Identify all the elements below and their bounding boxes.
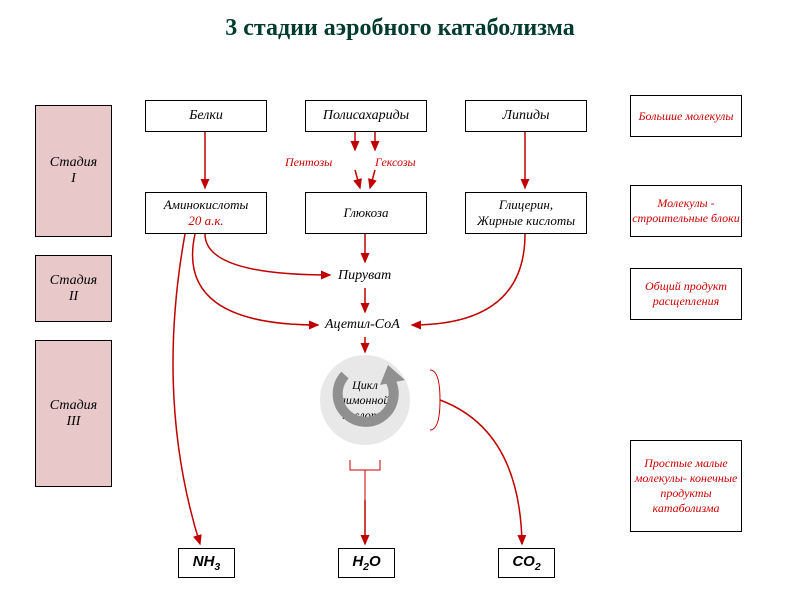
- pentoses-label: Пентозы: [285, 155, 332, 170]
- side-simple-box: Простые малые молекулы- конечные продукт…: [630, 440, 742, 532]
- co2-label: CO2: [512, 553, 540, 573]
- nh3-label: NH3: [193, 553, 221, 573]
- h2o-box: H2O: [338, 548, 395, 578]
- side-blocks-label: Молекулы - строительные блоки: [631, 196, 741, 226]
- pyruvate-label: Пируват: [338, 268, 391, 284]
- glycerol-box: Глицерин, Жирные кислоты: [465, 192, 587, 234]
- stage-2-box: Стадия II: [35, 255, 112, 322]
- side-big-box: Большие молекулы: [630, 95, 742, 137]
- cycle-label: Цикл лимонной кислоты: [341, 378, 390, 423]
- glucose-box: Глюкоза: [305, 192, 427, 234]
- hexoses-label: Гексозы: [375, 155, 416, 170]
- side-blocks-box: Молекулы - строительные блоки: [630, 185, 742, 237]
- stage-1-box: Стадия I: [35, 105, 112, 237]
- acetyl-label: Ацетил-СоА: [325, 317, 400, 333]
- lipids-label: Липиды: [502, 108, 549, 124]
- co2-box: CO2: [498, 548, 555, 578]
- glucose-label: Глюкоза: [343, 205, 388, 221]
- cycle-circle: Цикл лимонной кислоты: [320, 355, 410, 445]
- side-common-box: Общий продукт расщепления: [630, 268, 742, 320]
- proteins-label: Белки: [189, 108, 223, 124]
- h2o-label: H2O: [352, 553, 380, 573]
- stage-1-label: Стадия I: [50, 155, 97, 187]
- side-big-label: Большие молекулы: [638, 109, 733, 124]
- title: 3 стадии аэробного катаболизма: [0, 0, 800, 42]
- nh3-box: NH3: [178, 548, 235, 578]
- proteins-box: Белки: [145, 100, 267, 132]
- stage-3-label: Стадия III: [50, 398, 97, 430]
- stage-3-box: Стадия III: [35, 340, 112, 487]
- glycerol-label: Глицерин, Жирные кислоты: [477, 197, 575, 229]
- amino-box: Аминокислоты 20 а.к.: [145, 192, 267, 234]
- amino-label-2: 20 а.к.: [188, 213, 223, 229]
- side-common-label: Общий продукт расщепления: [631, 279, 741, 309]
- side-simple-label: Простые малые молекулы- конечные продукт…: [631, 456, 741, 516]
- lipids-box: Липиды: [465, 100, 587, 132]
- stage-2-label: Стадия II: [50, 273, 97, 305]
- amino-label-1: Аминокислоты: [164, 197, 249, 213]
- poly-label: Полисахариды: [323, 108, 409, 124]
- poly-box: Полисахариды: [305, 100, 427, 132]
